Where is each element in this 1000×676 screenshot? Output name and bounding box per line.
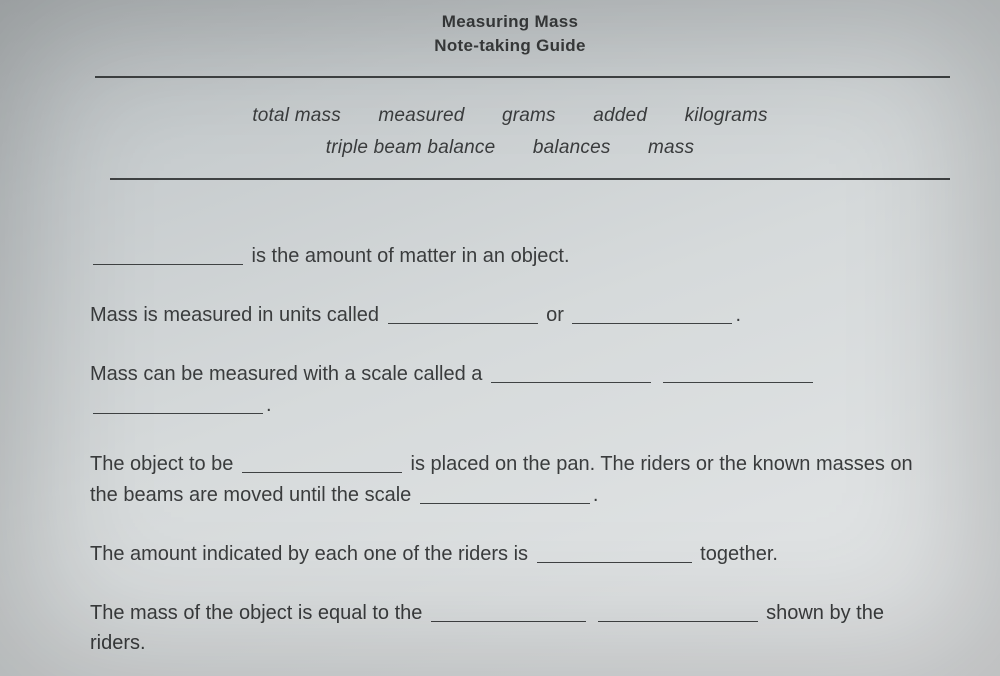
blank-input[interactable]: [388, 302, 538, 324]
blank-input[interactable]: [663, 361, 813, 383]
text-fragment: .: [593, 484, 599, 506]
wordbank-term: measured: [378, 100, 464, 132]
word-bank: total mass measured grams added kilogram…: [80, 100, 940, 165]
text-fragment: is the amount of matter in an object.: [246, 245, 570, 267]
sentence-1: is the amount of matter in an object.: [90, 240, 940, 271]
text-fragment: Mass is measured in units called: [90, 304, 385, 326]
text-fragment: The object to be: [90, 453, 239, 475]
blank-input[interactable]: [537, 541, 692, 563]
title-line-1: Measuring Mass: [80, 10, 940, 34]
sentence-4: The object to be is placed on the pan. T…: [90, 448, 940, 510]
blank-input[interactable]: [93, 392, 263, 414]
blank-input[interactable]: [491, 361, 651, 383]
blank-input[interactable]: [242, 451, 402, 473]
text-fragment: Mass can be measured with a scale called…: [90, 363, 488, 385]
rule-bottom: [110, 178, 950, 180]
text-fragment: or: [541, 304, 570, 326]
worksheet-page: Measuring Mass Note-taking Guide total m…: [0, 0, 1000, 676]
title-block: Measuring Mass Note-taking Guide: [80, 10, 940, 58]
wordbank-term: mass: [648, 132, 694, 164]
blank-input[interactable]: [93, 243, 243, 265]
rule-top: [95, 76, 950, 78]
blank-input[interactable]: [431, 600, 586, 622]
sentence-3: Mass can be measured with a scale called…: [90, 358, 940, 420]
blank-input[interactable]: [598, 600, 758, 622]
wordbank-term: grams: [502, 100, 556, 132]
title-line-2: Note-taking Guide: [80, 34, 940, 58]
wordbank-term: triple beam balance: [326, 132, 496, 164]
fill-in-body: is the amount of matter in an object. Ma…: [80, 240, 940, 658]
word-bank-row-1: total mass measured grams added kilogram…: [80, 100, 940, 132]
text-fragment: The mass of the object is equal to the: [90, 602, 428, 624]
text-fragment: .: [266, 394, 272, 416]
sentence-2: Mass is measured in units called or .: [90, 299, 940, 330]
sentence-5: The amount indicated by each one of the …: [90, 538, 940, 569]
wordbank-term: kilograms: [685, 100, 768, 132]
text-fragment: The amount indicated by each one of the …: [90, 543, 534, 565]
text-fragment: together.: [695, 543, 778, 565]
wordbank-term: total mass: [252, 100, 341, 132]
text-fragment: .: [735, 304, 741, 326]
wordbank-term: added: [593, 100, 647, 132]
sentence-6: The mass of the object is equal to the s…: [90, 597, 940, 658]
wordbank-term: balances: [533, 132, 611, 164]
blank-input[interactable]: [572, 302, 732, 324]
blank-input[interactable]: [420, 482, 590, 504]
word-bank-row-2: triple beam balance balances mass: [80, 132, 940, 164]
